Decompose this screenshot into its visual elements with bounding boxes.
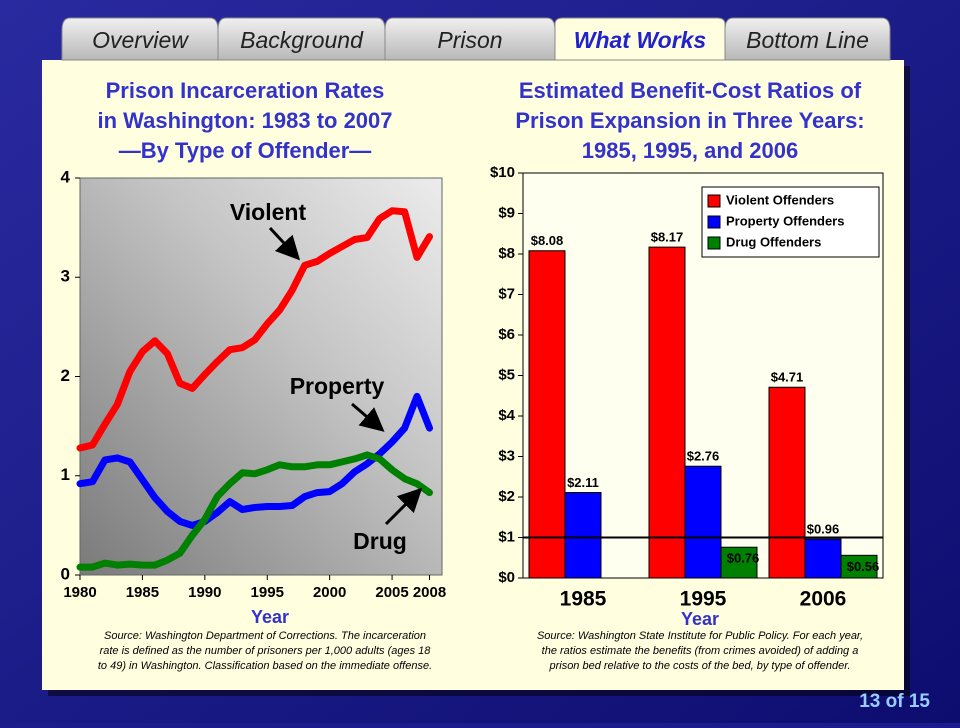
- value-label: $2.11: [567, 475, 599, 490]
- bar: [768, 386, 806, 579]
- y-tick-label: 1: [61, 465, 70, 484]
- y-tick-label: $0: [498, 569, 515, 586]
- legend-swatch: [707, 194, 721, 208]
- plot-area: [79, 177, 443, 576]
- annotation-arrow: [351, 402, 385, 432]
- chart-title: Prison Expansion in Three Years:: [515, 108, 864, 133]
- legend-box: [701, 186, 880, 258]
- bar: [564, 492, 602, 579]
- x-tick-label: 1995: [251, 584, 284, 601]
- bar: [720, 546, 758, 579]
- annotation: Drug: [353, 528, 407, 554]
- tab-label[interactable]: Background: [240, 27, 364, 53]
- value-label: $0.96: [807, 522, 840, 537]
- tab-label[interactable]: Prison: [437, 27, 502, 53]
- value-label: $0.76: [727, 551, 760, 566]
- y-tick-label: $3: [498, 447, 515, 464]
- x-tick-label: 1985: [560, 588, 607, 611]
- source-note: Source: Washington State Institute for P…: [537, 630, 863, 642]
- bar: [648, 246, 686, 579]
- tab[interactable]: [554, 17, 726, 61]
- bar: [528, 250, 566, 579]
- source-note: Source: Washington Department of Correct…: [104, 630, 426, 642]
- chart-title: in Washington: 1983 to 2007: [97, 108, 392, 133]
- legend-label: Drug Offenders: [726, 234, 821, 249]
- y-tick-label: $2: [498, 488, 515, 505]
- annotation: Violent: [230, 199, 307, 225]
- chart-title: 1985, 1995, and 2006: [582, 138, 799, 163]
- chart-title: Prison Incarceration Rates: [106, 78, 385, 103]
- value-label: $4.71: [771, 370, 804, 385]
- y-tick-label: $7: [498, 285, 515, 302]
- x-axis-label: Year: [251, 607, 289, 627]
- legend-swatch: [707, 236, 721, 250]
- x-tick-label: 1980: [63, 584, 96, 601]
- value-label: $8.17: [651, 230, 684, 245]
- bar: [804, 538, 842, 579]
- chart-title: —By Type of Offender—: [119, 138, 372, 163]
- y-tick-label: $8: [498, 245, 515, 262]
- x-tick-label: 1985: [126, 584, 159, 601]
- y-tick-label: 4: [61, 167, 71, 186]
- legend-label: Property Offenders: [726, 213, 844, 228]
- bar: [684, 465, 722, 579]
- data-line: [76, 392, 433, 529]
- tab-label[interactable]: What Works: [574, 27, 706, 53]
- y-tick-label: $6: [498, 326, 515, 343]
- annotation: Property: [290, 373, 385, 399]
- y-tick-label: 0: [61, 564, 70, 583]
- chart-title: Estimated Benefit-Cost Ratios of: [519, 78, 862, 103]
- y-tick-label: $10: [490, 164, 515, 181]
- data-line: [76, 451, 433, 571]
- annotation-arrow: [384, 487, 423, 526]
- source-note: the ratios estimate the benefits (from c…: [542, 645, 859, 657]
- tab-label[interactable]: Overview: [92, 27, 189, 53]
- x-tick-label: 2000: [313, 584, 346, 601]
- annotation-arrow: [268, 226, 301, 261]
- y-tick-label: $4: [498, 407, 515, 424]
- x-tick-label: 2006: [800, 588, 847, 611]
- y-tick-label: $1: [498, 528, 515, 545]
- y-tick-label: $5: [498, 366, 515, 383]
- x-axis-label: Year: [681, 609, 719, 629]
- source-note: to 49) in Washington. Classification bas…: [98, 660, 432, 672]
- x-tick-label: 2008: [413, 584, 446, 601]
- tab[interactable]: [724, 17, 891, 61]
- x-tick-label: 1990: [188, 584, 221, 601]
- value-label: $8.08: [531, 233, 564, 248]
- source-note: prison bed relative to the costs of the …: [548, 660, 850, 672]
- legend-label: Violent Offenders: [726, 192, 834, 207]
- bar: [840, 554, 878, 579]
- tab-label[interactable]: Bottom Line: [746, 27, 869, 53]
- value-label: $2.76: [687, 449, 720, 464]
- source-note: rate is defined as the number of prisone…: [100, 645, 432, 657]
- legend-swatch: [707, 215, 721, 229]
- x-tick-label: 2005: [375, 584, 408, 601]
- data-line: [76, 207, 433, 452]
- page-number: 13 of 15: [859, 691, 930, 712]
- value-label: $0.56: [847, 559, 880, 574]
- x-tick-label: 1995: [680, 588, 727, 611]
- y-tick-label: $9: [498, 204, 515, 221]
- y-tick-label: 3: [61, 267, 70, 286]
- y-tick-label: 2: [61, 366, 70, 385]
